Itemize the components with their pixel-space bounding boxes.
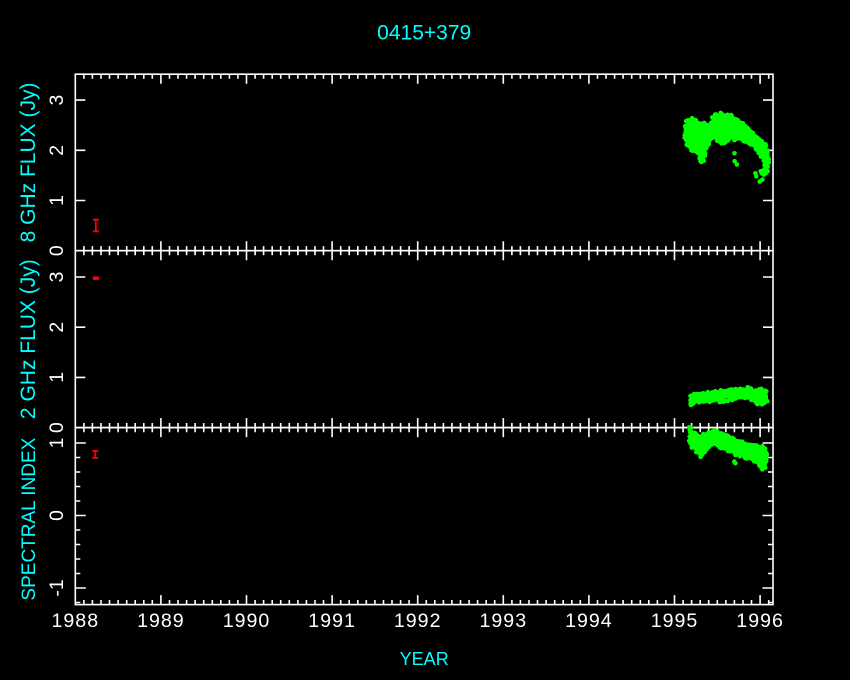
svg-text:1989: 1989 bbox=[137, 610, 185, 632]
svg-text:1: 1 bbox=[46, 195, 68, 206]
svg-text:YEAR: YEAR bbox=[400, 649, 449, 669]
svg-text:0: 0 bbox=[46, 245, 68, 256]
svg-text:1991: 1991 bbox=[308, 610, 356, 632]
svg-text:8 GHz FLUX (Jy): 8 GHz FLUX (Jy) bbox=[17, 83, 40, 243]
svg-text:1990: 1990 bbox=[223, 610, 271, 632]
svg-text:SPECTRAL INDEX: SPECTRAL INDEX bbox=[19, 437, 40, 600]
svg-text:1: 1 bbox=[46, 438, 68, 449]
svg-text:0: 0 bbox=[46, 422, 68, 433]
svg-text:1988: 1988 bbox=[52, 610, 100, 632]
svg-text:1: 1 bbox=[46, 372, 68, 383]
svg-text:2: 2 bbox=[46, 322, 68, 333]
svg-text:1993: 1993 bbox=[480, 610, 528, 632]
svg-text:0415+379: 0415+379 bbox=[377, 22, 471, 45]
svg-text:1995: 1995 bbox=[651, 610, 699, 632]
svg-text:-1: -1 bbox=[46, 579, 68, 596]
svg-text:1994: 1994 bbox=[565, 610, 613, 632]
svg-text:2: 2 bbox=[46, 145, 68, 156]
svg-text:2 GHz FLUX (Jy): 2 GHz FLUX (Jy) bbox=[17, 259, 40, 419]
svg-text:1992: 1992 bbox=[394, 610, 442, 632]
svg-text:0: 0 bbox=[46, 510, 68, 521]
svg-text:3: 3 bbox=[46, 272, 68, 283]
svg-text:3: 3 bbox=[46, 95, 68, 106]
svg-text:1996: 1996 bbox=[736, 610, 784, 632]
